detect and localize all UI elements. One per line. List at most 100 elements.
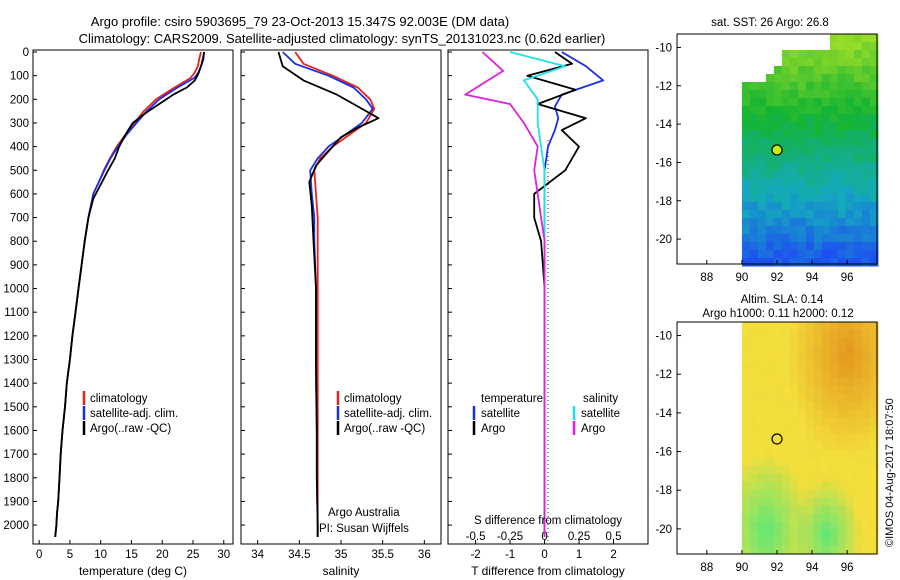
map-cell [813, 522, 823, 531]
map-cell [837, 386, 847, 395]
map-cell [765, 546, 775, 555]
map-cell [781, 154, 791, 163]
map-cell [741, 474, 751, 483]
map-cell [741, 506, 751, 515]
map-cell [797, 322, 807, 331]
map-cell [813, 402, 823, 411]
map-cell [861, 242, 871, 251]
map-cell [781, 210, 791, 219]
map-cell [781, 346, 791, 355]
map-cell [797, 466, 807, 475]
map-cell [837, 122, 847, 131]
map-cell [829, 434, 839, 443]
map-cell [797, 130, 807, 139]
map-cell [813, 154, 823, 163]
map-cell [781, 82, 791, 91]
map-cell [765, 66, 775, 75]
map-cell [869, 386, 879, 395]
map-cell [837, 490, 847, 499]
map-cell [845, 50, 855, 59]
map-cell [813, 202, 823, 211]
map-cell [813, 98, 823, 107]
map-cell [741, 58, 751, 67]
map-cell [837, 538, 847, 547]
map-cell [773, 258, 783, 267]
map-cell [845, 506, 855, 515]
map-cell [813, 106, 823, 115]
map-cell [797, 426, 807, 435]
map-cell [757, 354, 767, 363]
map-cell [861, 330, 871, 339]
map-cell [829, 218, 839, 227]
map-cell [837, 346, 847, 355]
map-cell [829, 66, 839, 75]
map-cell [765, 346, 775, 355]
map-cell [749, 202, 759, 211]
sla-map-subtitle: Argo h1000: 0.11 h2000: 0.12 [702, 308, 853, 320]
map-cell [821, 202, 831, 211]
map-cell [861, 338, 871, 347]
depth-tick-label: 2000 [3, 520, 29, 532]
map-cell [797, 58, 807, 67]
map-cell [773, 210, 783, 219]
map-cell [789, 426, 799, 435]
map-cell [837, 226, 847, 235]
map-cell [829, 34, 839, 43]
map-cell [829, 106, 839, 115]
map-y-tick-label: -16 [655, 447, 672, 459]
map-cell [805, 218, 815, 227]
map-cell [765, 114, 775, 123]
map-cell [781, 514, 791, 523]
map-cell [805, 546, 815, 555]
map-cell [749, 330, 759, 339]
map-cell [757, 122, 767, 131]
map-cell [813, 170, 823, 179]
map-cell [813, 490, 823, 499]
map-cell [781, 410, 791, 419]
map-cell [813, 338, 823, 347]
map-cell [789, 378, 799, 387]
map-cell [853, 338, 863, 347]
map-cell [749, 474, 759, 483]
map-cell [829, 42, 839, 51]
map-cell [869, 426, 879, 435]
map-cell [749, 442, 759, 451]
map-cell [805, 402, 815, 411]
map-cell [805, 130, 815, 139]
map-cell [821, 442, 831, 451]
map-cell [829, 522, 839, 531]
map-cell [837, 546, 847, 555]
map-cell [797, 122, 807, 131]
map-cell [789, 530, 799, 539]
map-cell [749, 114, 759, 123]
map-cell [765, 74, 775, 83]
map-cell [757, 154, 767, 163]
map-cell [749, 418, 759, 427]
map-cell [845, 218, 855, 227]
map-cell [853, 154, 863, 163]
map-cell [821, 402, 831, 411]
map-cell [741, 386, 751, 395]
map-cell [765, 362, 775, 371]
map-cell [813, 394, 823, 403]
map-cell [829, 122, 839, 131]
map-cell [837, 258, 847, 267]
temperature-x-tick-label: 15 [125, 549, 138, 561]
map-cell [773, 458, 783, 467]
map-cell [757, 498, 767, 507]
map-cell [813, 210, 823, 219]
map-cell [853, 66, 863, 75]
map-cell [837, 50, 847, 59]
map-cell [861, 170, 871, 179]
map-cell [861, 90, 871, 99]
map-cell [773, 154, 783, 163]
map-cell [813, 50, 823, 59]
map-cell [749, 410, 759, 419]
map-cell [805, 418, 815, 427]
map-cell [805, 322, 815, 331]
map-cell [813, 458, 823, 467]
map-cell [813, 410, 823, 419]
map-cell [805, 202, 815, 211]
map-cell [821, 466, 831, 475]
imos-timestamp: ©IMOS 04-Aug-2017 18:07:50 [884, 398, 896, 547]
